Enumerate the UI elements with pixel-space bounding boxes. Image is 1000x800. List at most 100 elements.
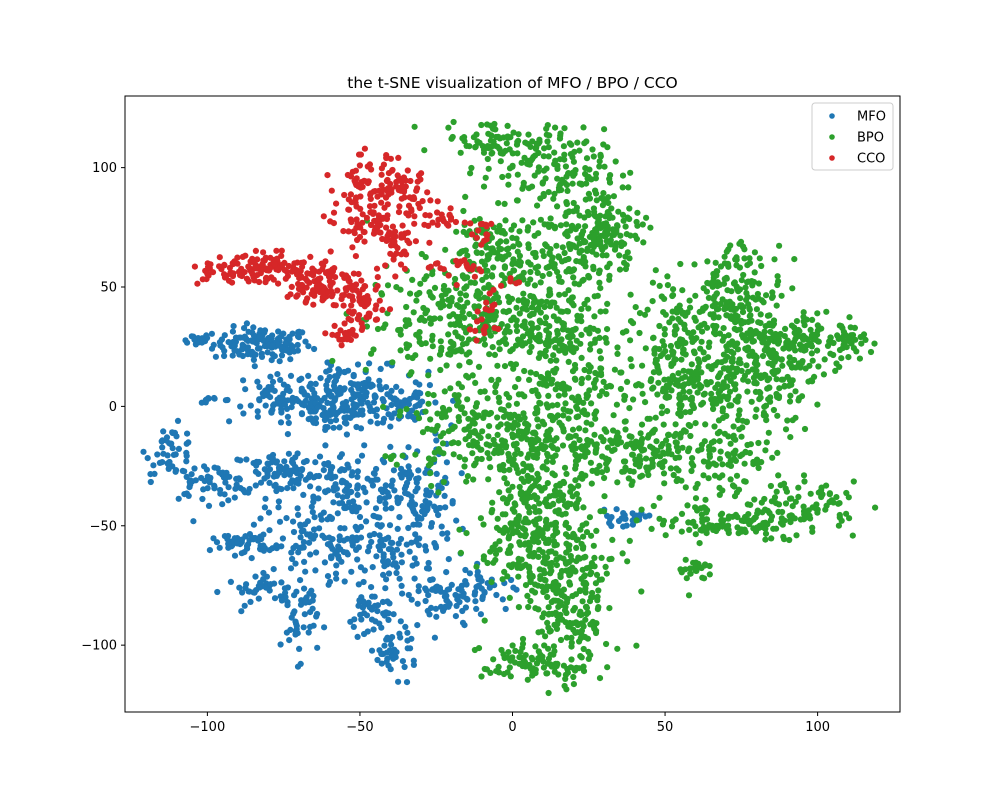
point-bpo [810, 331, 818, 338]
point-bpo [573, 664, 580, 672]
point-bpo [596, 158, 603, 165]
point-bpo [503, 246, 510, 253]
point-bpo [492, 142, 499, 149]
point-bpo [607, 172, 614, 179]
point-bpo [553, 590, 560, 597]
point-bpo [469, 450, 476, 457]
point-bpo [561, 502, 569, 509]
point-cco [389, 232, 396, 239]
point-mfo [355, 581, 362, 588]
point-bpo [761, 328, 768, 335]
point-mfo [268, 409, 275, 416]
point-bpo [833, 494, 840, 501]
point-bpo [670, 471, 677, 479]
point-mfo [265, 509, 273, 516]
point-mfo [191, 336, 198, 343]
point-bpo [571, 148, 578, 155]
point-bpo [650, 427, 657, 435]
point-bpo [826, 490, 834, 497]
point-bpo [733, 472, 741, 479]
point-mfo [276, 518, 284, 525]
point-bpo [773, 302, 780, 309]
point-mfo [348, 386, 355, 394]
point-bpo [448, 440, 455, 447]
point-bpo [568, 634, 575, 642]
point-bpo [761, 347, 768, 354]
point-bpo [492, 550, 500, 558]
point-bpo [460, 303, 467, 310]
point-mfo [210, 535, 217, 542]
point-bpo [715, 314, 722, 321]
point-bpo [553, 304, 560, 311]
point-bpo [563, 634, 571, 641]
point-bpo [554, 381, 561, 388]
point-bpo [692, 317, 699, 324]
point-mfo [426, 382, 433, 389]
point-bpo [715, 306, 722, 313]
point-bpo [808, 377, 815, 384]
point-bpo [645, 471, 652, 479]
point-bpo [463, 530, 470, 537]
point-bpo [536, 566, 543, 573]
point-bpo [543, 466, 550, 473]
point-bpo [539, 583, 546, 590]
point-mfo [251, 589, 258, 596]
point-bpo [576, 436, 583, 444]
point-mfo [199, 335, 206, 342]
point-bpo [619, 184, 626, 191]
point-cco [399, 222, 406, 229]
point-bpo [639, 390, 646, 397]
point-bpo [526, 509, 533, 516]
point-bpo [604, 300, 611, 307]
point-bpo [737, 326, 744, 333]
point-mfo [357, 534, 365, 541]
point-bpo [684, 502, 691, 509]
point-bpo [716, 474, 723, 481]
point-bpo [329, 357, 336, 365]
point-mfo [307, 551, 314, 558]
point-bpo [578, 306, 585, 313]
point-bpo [716, 438, 723, 445]
point-bpo [457, 149, 464, 156]
point-cco [260, 249, 267, 256]
point-bpo [830, 499, 837, 506]
point-bpo [730, 350, 737, 357]
point-bpo [573, 500, 581, 507]
point-bpo [593, 441, 600, 448]
point-cco [235, 268, 243, 275]
point-bpo [792, 335, 799, 342]
point-bpo [520, 655, 527, 662]
point-mfo [203, 396, 210, 403]
point-bpo [561, 249, 568, 257]
point-bpo [615, 208, 622, 215]
point-bpo [541, 303, 548, 311]
point-bpo [534, 202, 541, 209]
point-bpo [515, 555, 522, 563]
point-bpo [484, 155, 491, 163]
point-bpo [510, 256, 517, 263]
point-mfo [380, 571, 387, 579]
point-mfo [401, 663, 408, 671]
point-bpo [589, 467, 596, 474]
point-mfo [183, 452, 190, 460]
point-bpo [439, 440, 447, 447]
point-mfo [415, 514, 422, 521]
point-bpo [542, 339, 549, 347]
point-mfo [236, 584, 243, 591]
point-bpo [583, 394, 590, 401]
point-bpo [456, 362, 463, 369]
point-bpo [703, 288, 711, 295]
point-bpo [672, 430, 680, 437]
point-bpo [562, 212, 569, 219]
point-mfo [151, 470, 158, 477]
point-bpo [445, 428, 452, 435]
point-cco [398, 251, 405, 258]
point-mfo [336, 384, 344, 391]
point-bpo [498, 246, 505, 253]
point-bpo [579, 566, 586, 573]
point-bpo [667, 342, 675, 350]
point-bpo [563, 609, 570, 617]
point-bpo [594, 292, 601, 299]
point-cco [340, 228, 347, 235]
point-bpo [562, 400, 569, 407]
